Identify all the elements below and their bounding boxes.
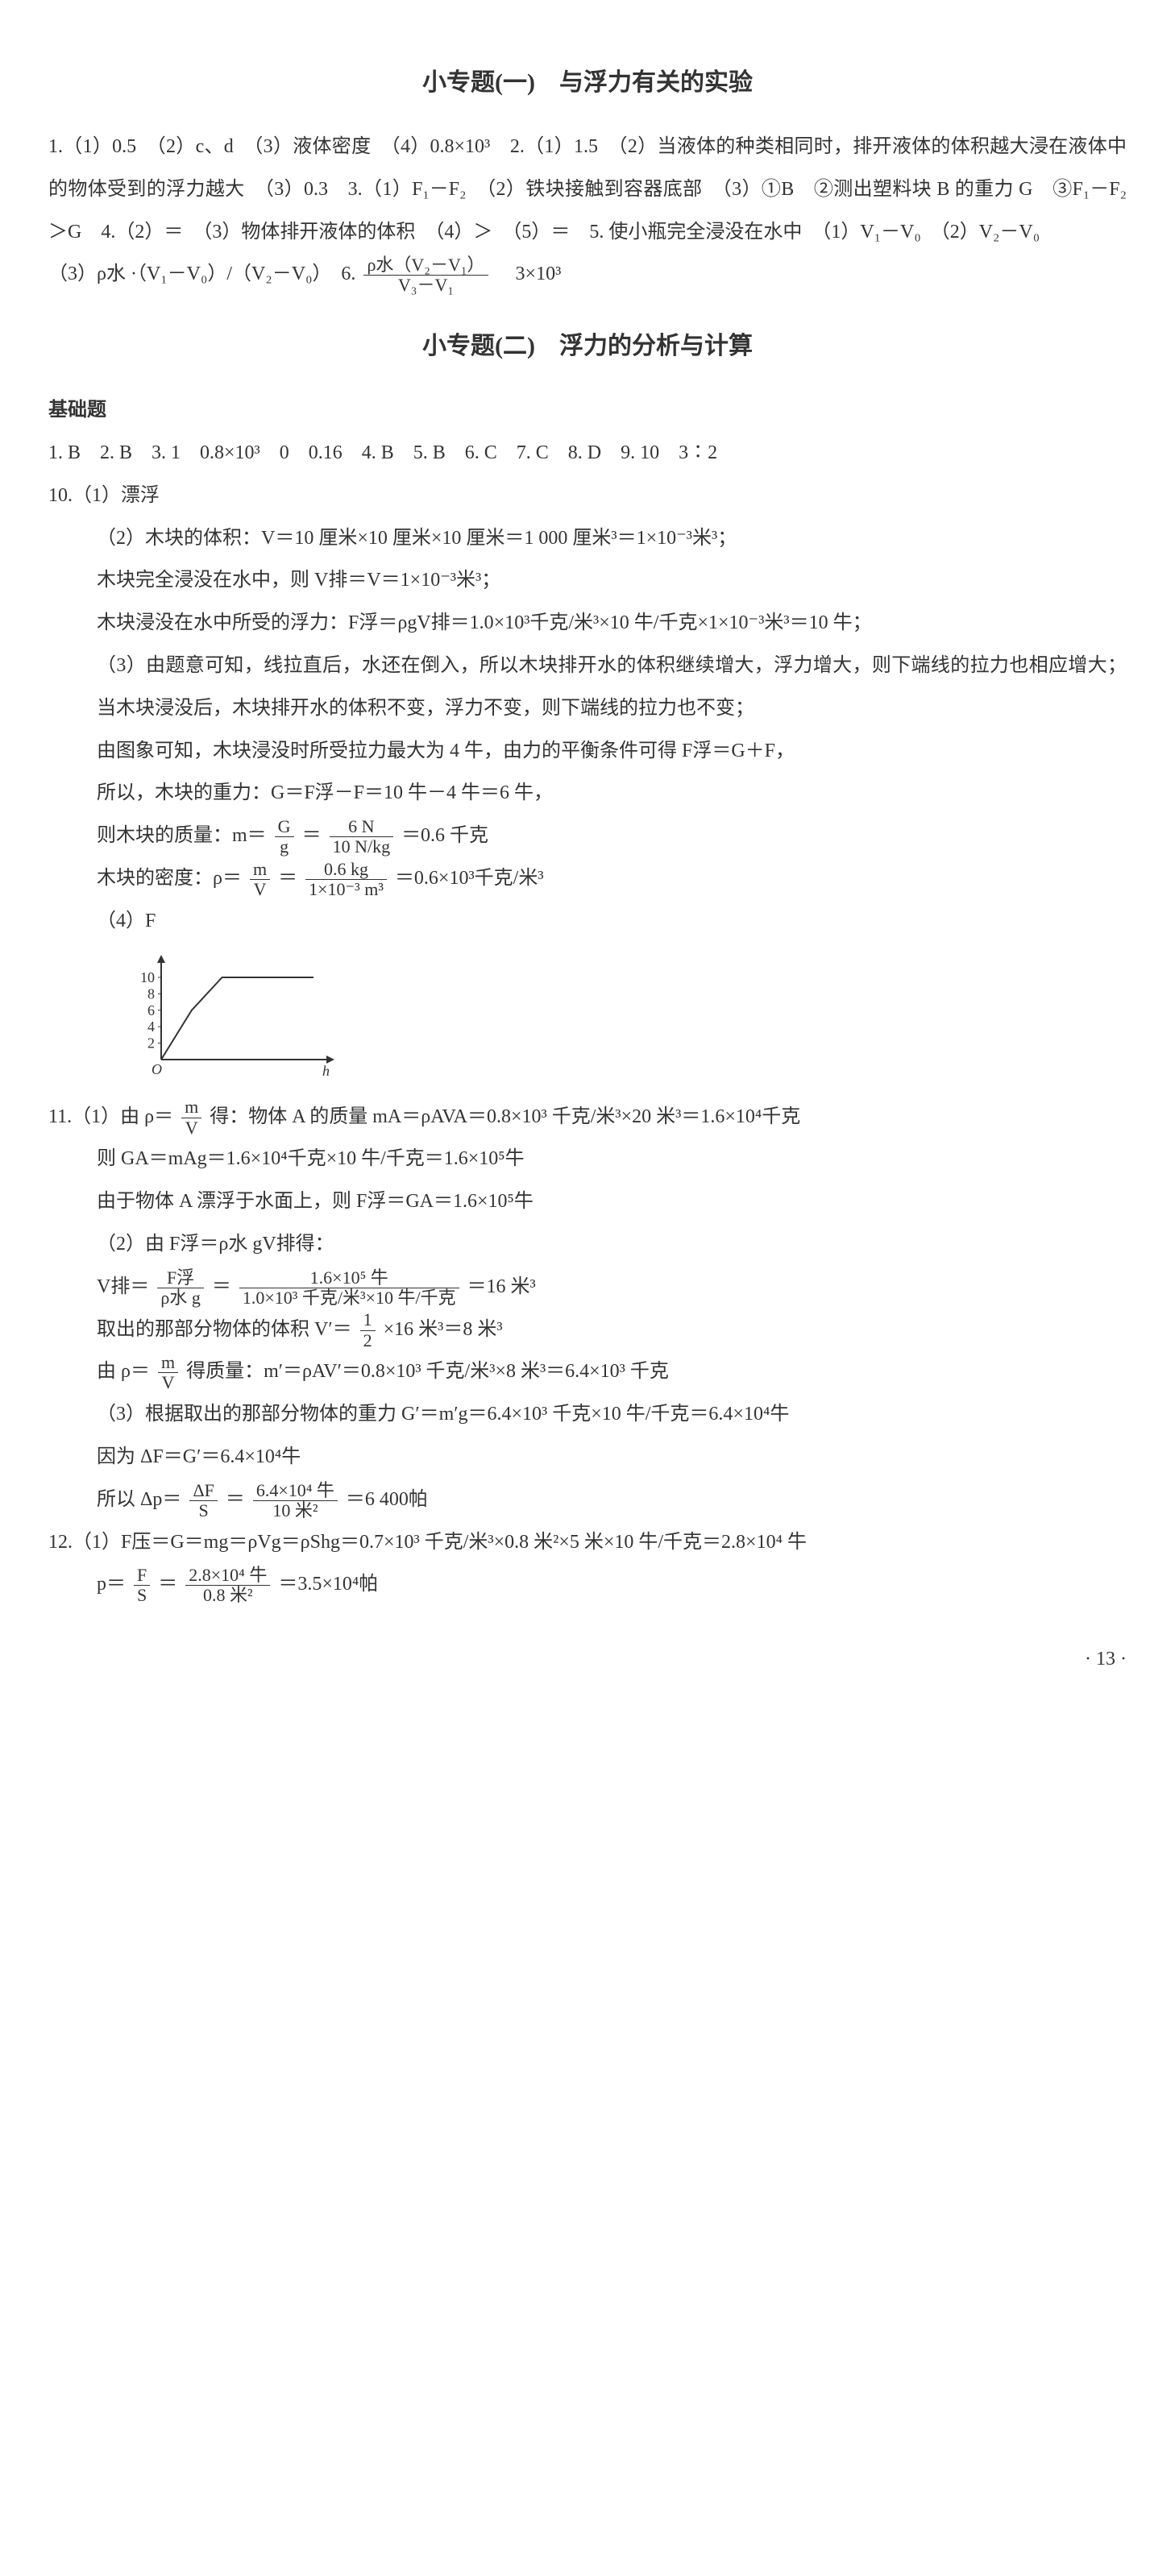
q11-10: 所以 Δp＝ ΔF S ＝ 6.4×10⁴ 牛 10 米² ＝6 400帕: [48, 1479, 1127, 1521]
t1p2-frac: ρ水（V₂－V₁） V₃－V₁: [363, 255, 488, 295]
frac-m-V-3: m V: [158, 1353, 178, 1392]
topic1-p2: （3）ρ水 ·（V₁－V₀）/（V₂－V₀） 6. ρ水（V₂－V₁） V₃－V…: [48, 253, 1127, 296]
q11-7: 由 ρ＝ m V 得质量：m′＝ρAV′＝0.8×10³ 千克/米³×8 米³＝…: [48, 1350, 1127, 1393]
t1p2-pre: （3）ρ水 ·（V₁－V₀）/（V₂－V₀） 6.: [48, 263, 355, 284]
q10-10: （4）F: [48, 900, 1127, 943]
q10-8: 则木块的质量：m＝ G g ＝ 6 N 10 N/kg ＝0.6 千克: [48, 815, 1127, 857]
svg-text:6: 6: [147, 1002, 155, 1018]
q11-3: 由于物体 A 漂浮于水面上，则 F浮＝GA＝1.6×10⁵牛: [48, 1180, 1127, 1223]
q11-5: V排＝ F浮 ρ水 g ＝ 1.6×10⁵ 牛 1.0×10³ 千克/米³×10…: [48, 1266, 1127, 1309]
q10-9: 木块的密度：ρ＝ m V ＝ 0.6 kg 1×10⁻³ m³ ＝0.6×10³…: [48, 857, 1127, 900]
frac-6N-10Nkg: 6 N 10 N/kg: [330, 817, 394, 857]
topic2-title: 小专题(二) 浮力的分析与计算: [48, 320, 1127, 373]
q10-1: 10.（1）漂浮: [48, 475, 1127, 517]
svg-text:10: 10: [140, 969, 155, 985]
graph-container: 108642 Oh: [48, 951, 1127, 1080]
frac-Ffu-rhog: F浮 ρ水 g: [157, 1268, 203, 1308]
q11-2: 则 GA＝mAg＝1.6×10⁴千克×10 牛/千克＝1.6×10⁵牛: [48, 1138, 1127, 1180]
frac-2.8e4: 2.8×10⁴ 牛 0.8 米²: [185, 1566, 270, 1605]
basic-header: 基础题: [48, 389, 1127, 432]
q11-1: 11.（1）由 ρ＝ m V 得：物体 A 的质量 mA＝ρAVA＝0.8×10…: [48, 1096, 1127, 1139]
svg-text:4: 4: [147, 1018, 155, 1035]
svg-text:O: O: [152, 1061, 162, 1077]
svg-text:8: 8: [147, 985, 155, 1002]
q12-1: 12.（1）F压＝G＝mg＝ρVg＝ρShg＝0.7×10³ 千克/米³×0.8…: [48, 1521, 1127, 1564]
svg-text:h: h: [322, 1063, 330, 1079]
q10-6: 由图象可知，木块浸没时所受拉力最大为 4 牛，由力的平衡条件可得 F浮＝G＋F，: [48, 730, 1127, 773]
frac-0.6kg: 0.6 kg 1×10⁻³ m³: [305, 860, 387, 899]
q11-4: （2）由 F浮＝ρ水 gV排得：: [48, 1223, 1127, 1266]
frac-1-2: 1 2: [360, 1310, 376, 1350]
q10-3: 木块完全浸没在水中，则 V排＝V＝1×10⁻³米³；: [48, 559, 1127, 602]
q11-9: 因为 ΔF＝G′＝6.4×10⁴牛: [48, 1436, 1127, 1479]
frac-m-V: m V: [250, 860, 270, 899]
topic1-p1: 1.（1）0.5 （2）c、d （3）液体密度 （4）0.8×10³ 2.（1）…: [48, 126, 1127, 253]
topic1-title: 小专题(一) 与浮力有关的实验: [48, 56, 1127, 110]
frac-G-g: G g: [275, 817, 294, 857]
frac-1.6e5: 1.6×10⁵ 牛 1.0×10³ 千克/米³×10 牛/千克: [239, 1268, 459, 1308]
q10-5: （3）由题意可知，线拉直后，水还在倒入，所以木块排开水的体积继续增大，浮力增大，…: [48, 645, 1127, 730]
svg-text:2: 2: [147, 1035, 155, 1051]
q10-7: 所以，木块的重力：G＝F浮－F＝10 牛－4 牛＝6 牛，: [48, 772, 1127, 815]
force-vs-h-graph: 108642 Oh: [121, 951, 347, 1080]
q11-8: （3）根据取出的那部分物体的重力 G′＝m′g＝6.4×10³ 千克×10 牛/…: [48, 1393, 1127, 1436]
frac-m-V-2: m V: [181, 1097, 201, 1137]
frac-dF-S: ΔF S: [189, 1481, 217, 1520]
t1p2-post: 3×10³: [496, 263, 562, 284]
q10-4: 木块浸没在水中所受的浮力：F浮＝ρgV排＝1.0×10³千克/米³×10 牛/千…: [48, 602, 1127, 645]
q12-2: p＝ F S ＝ 2.8×10⁴ 牛 0.8 米² ＝3.5×10⁴帕: [48, 1563, 1127, 1606]
q10-2: （2）木块的体积：V＝10 厘米×10 厘米×10 厘米＝1 000 厘米³＝1…: [48, 517, 1127, 560]
q11-6: 取出的那部分物体的体积 V′＝ 1 2 ×16 米³＝8 米³: [48, 1309, 1127, 1351]
t2-line1: 1. B 2. B 3. 1 0.8×10³ 0 0.16 4. B 5. B …: [48, 432, 1127, 475]
frac-F-S: F S: [134, 1566, 150, 1605]
page-number: · 13 ·: [48, 1638, 1127, 1681]
frac-6.4e4: 6.4×10⁴ 牛 10 米²: [253, 1481, 338, 1520]
